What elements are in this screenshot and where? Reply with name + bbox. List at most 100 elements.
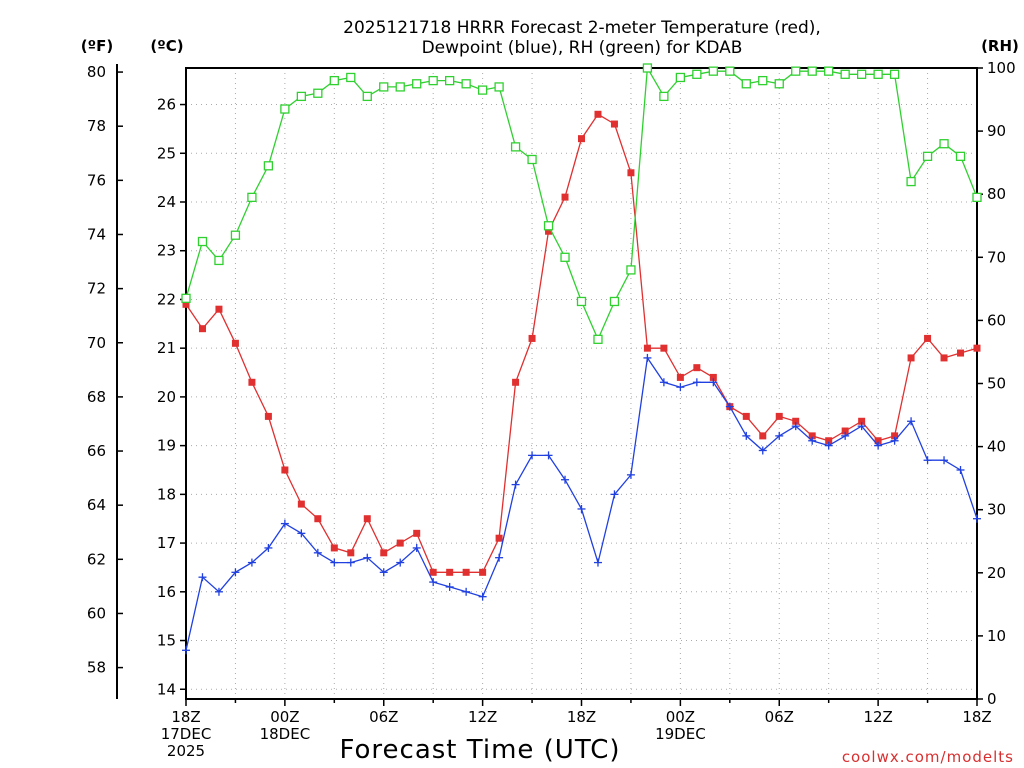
dewpoint-point [610,490,619,499]
chart-title: 2025121718 HRRR Forecast 2-meter Tempera… [343,18,821,58]
rh-tick-label: 30 [987,501,1006,519]
dewpoint-point [824,441,833,450]
dewpoint-point [412,543,421,552]
dewpoint-point [445,582,454,591]
x-tick-label: 18DEC [260,725,311,743]
rh-point [510,142,521,152]
dewpoint-point [907,417,916,426]
temperature-point [561,193,569,201]
temperature-point [709,373,717,381]
rh-series [181,63,982,344]
rh-point [873,69,883,79]
dewpoint-point [247,558,256,567]
rh-point [889,69,900,79]
fahrenheit-tick-label: 60 [87,604,106,622]
rh-point [856,69,867,79]
dewpoint-series [182,353,981,655]
rh-point [527,154,537,165]
rh-point [939,139,949,149]
dewpoint-point [709,378,718,387]
temperature-point [314,515,322,523]
celsius-tick-label: 20 [157,388,176,406]
temperature-point [808,432,816,440]
x-tick-label: 18Z [567,708,596,726]
celsius-unit-label: (ºC) [150,37,183,55]
axes: 14 15 16 17 18 19 20 21 22 23 24 25 26 58 60 62 64 66 68 70… [87,59,1016,760]
x-tick-label: 00Z [666,708,695,726]
dewpoint-point [890,436,899,445]
dewpoint-point [330,558,339,567]
x-tick-label: 06Z [765,708,794,726]
rh-point [280,104,290,114]
temperature-point [792,417,800,425]
rh-tick-label: 20 [987,564,1006,582]
rh-tick-label: 70 [987,248,1006,266]
dewpoint-point [379,568,388,577]
celsius-tick-label: 15 [157,632,176,650]
temperature-series [182,110,981,576]
dewpoint-point [214,587,223,596]
temperature-point [907,354,915,362]
temperature-point [545,227,553,235]
temperature-point [775,412,783,420]
rh-point [642,63,653,73]
dewpoint-point [478,592,487,601]
dewpoint-point [198,573,207,582]
fahrenheit-tick-label: 70 [87,334,106,352]
rh-point [840,69,850,79]
celsius-tick-label: 19 [157,437,176,455]
fahrenheit-tick-label: 58 [87,659,106,677]
rh-point [725,66,735,76]
rh-point [263,161,274,171]
dewpoint-point [593,558,602,567]
fahrenheit-tick-label: 72 [87,280,106,298]
temperature-point [858,417,866,425]
temperature-point [446,568,454,576]
fahrenheit-tick-label: 80 [87,63,106,81]
temperature-point [413,529,421,537]
dewpoint-point [511,480,520,489]
rh-point [214,255,224,266]
temperature-point [610,120,618,128]
temperature-point [957,349,965,357]
rh-point [230,230,241,240]
rh-point [412,79,422,89]
dewpoint-point [528,451,537,460]
temperature-point [363,515,371,523]
celsius-tick-label: 24 [157,193,176,211]
dewpoint-point [264,543,273,552]
temperature-point [429,568,437,576]
dewpoint-point [561,475,570,484]
rh-point [362,91,372,102]
rh-point [576,296,587,307]
dewpoint-point [363,553,372,562]
rh-point [774,79,784,89]
temperature-point [462,568,470,576]
dewpoint-point [874,441,883,450]
rh-tick-label: 60 [987,311,1006,329]
rh-point [296,91,307,102]
x-tick-label: 06Z [369,708,398,726]
dewpoint-point [725,402,734,411]
dewpoint-point [297,529,306,538]
rh-point [543,221,554,231]
dewpoint-point [676,383,685,392]
rh-point [791,66,801,76]
dewpoint-point [182,646,190,655]
temperature-point [940,354,948,362]
temperature-point [330,544,338,552]
rh-tick-label: 0 [987,690,997,708]
x-tick-label: 18Z [171,708,200,726]
temperature-point [742,412,750,420]
dewpoint-point [643,353,652,362]
rh-point [955,151,966,161]
celsius-tick-label: 25 [157,144,176,162]
dewpoint-point [577,504,586,513]
dewpoint-point [659,378,668,387]
dewpoint-point [429,578,438,587]
dewpoint-point [841,431,850,440]
rh-point [708,66,718,76]
credit-text: coolwx.com/modelts [842,748,1014,766]
dewpoint-point [791,422,800,431]
fahrenheit-tick-label: 78 [87,117,106,135]
